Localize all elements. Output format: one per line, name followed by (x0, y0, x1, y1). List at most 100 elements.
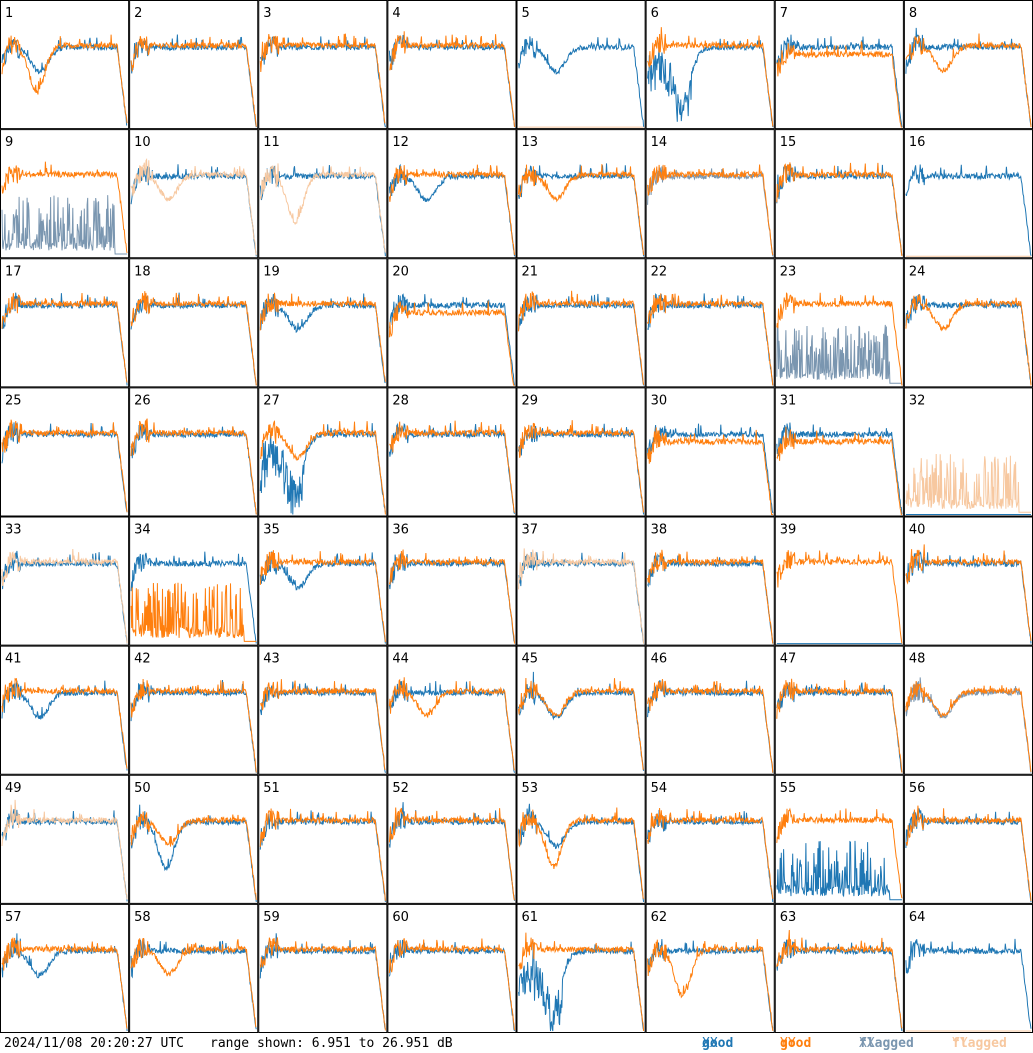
panel-54: 54 (645, 774, 775, 904)
panel-label: 15 (780, 135, 797, 150)
panel-frame (0, 645, 130, 775)
panel-frame (258, 516, 388, 646)
panel-52: 52 (387, 774, 517, 904)
legend-good-yy-word: good (780, 1036, 812, 1051)
panel-label: 59 (263, 910, 280, 925)
legend-good-yy-pol: YY (780, 1036, 796, 1051)
panel-2: 2 (129, 0, 259, 130)
yy-trace-22 (647, 293, 774, 386)
yy-trace-9 (1, 161, 128, 254)
panel-label: 44 (392, 652, 409, 667)
panel-56: 56 (903, 774, 1033, 904)
panel-frame (387, 258, 517, 388)
yy-trace-18 (130, 291, 257, 386)
xx-trace-25 (1, 421, 128, 513)
panel-frame (387, 129, 517, 259)
panel-33: 33 (0, 516, 130, 646)
panel-38: 38 (645, 516, 775, 646)
panel-label: 35 (263, 523, 280, 538)
panel-6: 6 (645, 0, 775, 130)
panel-29: 29 (516, 387, 646, 517)
xx-trace-15 (776, 164, 903, 256)
panel-46: 46 (645, 645, 775, 775)
panel-frame (0, 258, 130, 388)
panel-frame (129, 645, 259, 775)
xx-trace-34 (130, 551, 257, 644)
panel-14: 14 (645, 129, 775, 259)
panel-50: 50 (129, 774, 259, 904)
yy-trace-25 (1, 419, 128, 513)
legend-flagged-yy-word: flagged (952, 1036, 1007, 1051)
panel-frame (774, 129, 904, 259)
xx-trace-23 (776, 323, 902, 384)
panel-3: 3 (258, 0, 388, 130)
panel-label: 50 (134, 781, 151, 796)
panel-frame (903, 0, 1033, 130)
panel-label: 4 (392, 6, 400, 21)
panel-frame (258, 258, 388, 388)
panel-37: 37 (516, 516, 646, 646)
panel-label: 51 (263, 781, 280, 796)
panel-label: 11 (263, 135, 280, 150)
panel-label: 13 (522, 135, 539, 150)
yy-trace-40 (905, 544, 1032, 641)
panel-19: 19 (258, 258, 388, 388)
panel-label: 63 (780, 910, 797, 925)
panel-label: 19 (263, 264, 280, 279)
legend-flagged-xx-pol: XX (859, 1036, 875, 1051)
panel-43: 43 (258, 645, 388, 775)
xx-trace-36 (388, 553, 515, 643)
panel-26: 26 (129, 387, 259, 517)
yy-trace-11 (259, 163, 386, 253)
yy-trace-1 (1, 34, 128, 124)
panel-frame (516, 258, 646, 388)
yy-trace-51 (259, 808, 386, 901)
panel-24: 24 (903, 258, 1033, 388)
panel-label: 53 (522, 781, 539, 796)
panel-frame (645, 774, 775, 904)
panel-frame (516, 387, 646, 517)
yy-trace-42 (130, 678, 257, 773)
panel-9: 9 (0, 129, 130, 259)
xx-trace-5 (518, 36, 645, 128)
panel-label: 32 (909, 393, 926, 408)
yy-trace-36 (388, 549, 515, 644)
xx-trace-16 (905, 164, 1032, 257)
panel-label: 57 (5, 910, 22, 925)
xx-trace-9 (1, 195, 128, 255)
panel-label: 40 (909, 523, 926, 538)
panel-label: 36 (392, 523, 409, 538)
yy-trace-39 (776, 550, 903, 644)
panel-frame (645, 516, 775, 646)
panel-label: 20 (392, 264, 409, 279)
range-shown-text: range shown: 6.951 to 26.951 dB (210, 1036, 453, 1051)
yy-trace-8 (905, 33, 1032, 128)
panel-13: 13 (516, 129, 646, 259)
yy-trace-12 (388, 164, 515, 256)
legend-good-xx-word: good (702, 1036, 734, 1051)
panel-48: 48 (903, 645, 1033, 775)
panel-label: 7 (780, 6, 788, 21)
panel-label: 46 (651, 652, 668, 667)
panel-label: 29 (522, 393, 539, 408)
yy-trace-7 (776, 41, 902, 128)
panel-62: 62 (645, 903, 775, 1033)
footer-bar: 2024/11/08 20:20:27 UTC range shown: 6.9… (0, 1034, 1033, 1053)
panel-label: 56 (909, 781, 926, 796)
panel-47: 47 (774, 645, 904, 775)
panel-55: 55 (774, 774, 904, 904)
legend-flagged-xx-word: flagged (859, 1036, 914, 1051)
yy-trace-62 (647, 939, 774, 1031)
panel-label: 2 (134, 6, 142, 21)
panel-frame (903, 774, 1033, 904)
panel-label: 28 (392, 393, 409, 408)
panel-label: 42 (134, 652, 151, 667)
yy-trace-34 (130, 582, 257, 642)
panel-label: 8 (909, 6, 917, 21)
xx-trace-31 (776, 422, 903, 515)
panel-44: 44 (387, 645, 517, 775)
panel-frame (903, 645, 1033, 775)
panel-49: 49 (0, 774, 130, 904)
panel-frame (516, 774, 646, 904)
